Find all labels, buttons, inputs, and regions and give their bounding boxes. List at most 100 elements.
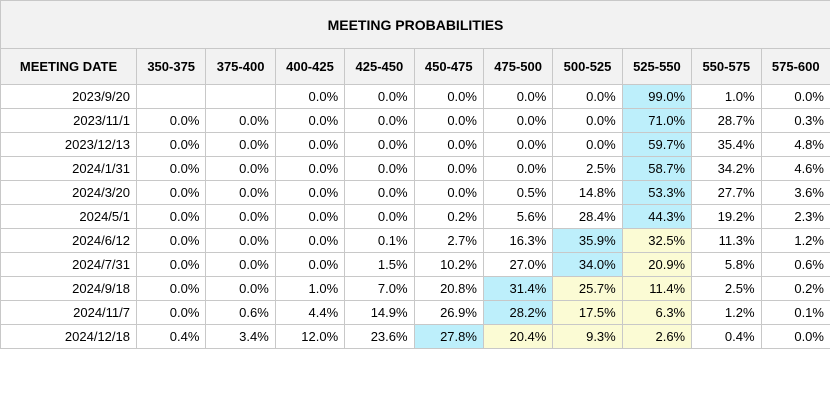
probability-cell: 0.0% [274, 252, 346, 277]
probability-cell: 9.3% [552, 324, 623, 349]
probability-cell: 11.4% [621, 276, 693, 301]
table-title: MEETING PROBABILITIES [0, 0, 830, 49]
meeting-date-cell: 2024/7/31 [0, 252, 137, 277]
probability-cell: 0.1% [760, 300, 830, 325]
table-row: 2023/11/1 0.0% 0.0% 0.0% 0.0% 0.0% 0.0% 0.0% 71.… [0, 108, 830, 133]
probability-cell: 2.7% [413, 228, 484, 253]
probability-cell: 0.0% [413, 84, 484, 109]
meeting-date-cell: 2023/12/13 [0, 132, 137, 157]
probability-cell: 0.0% [205, 228, 276, 253]
column-header-meeting-date: MEETING DATE [0, 48, 137, 85]
probability-cell: 0.2% [413, 204, 484, 229]
probability-cell: 17.5% [552, 300, 623, 325]
probability-cell: 27.7% [691, 180, 762, 205]
probability-cell: 0.0% [413, 156, 484, 181]
probability-cell: 20.4% [482, 324, 554, 349]
probability-cell: 2.3% [760, 204, 830, 229]
table-row: 2024/5/1 0.0% 0.0% 0.0% 0.0% 0.2% 5.6% 28.4% 44.… [0, 204, 830, 229]
probability-cell: 0.0% [274, 228, 346, 253]
meeting-date-cell: 2024/5/1 [0, 204, 137, 229]
probability-cell: 0.6% [205, 300, 276, 325]
probability-cell: 0.0% [482, 132, 554, 157]
column-header-475-500: 475-500 [482, 48, 554, 85]
probability-cell: 0.0% [135, 180, 207, 205]
probability-cell: 27.8% [413, 324, 484, 349]
probability-cell: 0.0% [344, 108, 415, 133]
probability-cell: 14.9% [344, 300, 415, 325]
table-row: 2024/9/18 0.0% 0.0% 1.0% 7.0% 20.8% 31.4% 25.7%… [0, 276, 830, 301]
probability-cell: 0.0% [135, 156, 207, 181]
probability-cell: 0.0% [482, 84, 554, 109]
probability-cell: 2.6% [621, 324, 693, 349]
probability-cell: 11.3% [691, 228, 762, 253]
probability-cell: 0.0% [205, 156, 276, 181]
meeting-date-cell: 2024/12/18 [0, 324, 137, 349]
probability-cell: 16.3% [482, 228, 554, 253]
column-header-375-400: 375-400 [205, 48, 276, 85]
table-row: 2024/11/7 0.0% 0.6% 4.4% 14.9% 26.9% 28.2% 17.5… [0, 300, 830, 325]
probability-cell: 0.0% [552, 84, 623, 109]
probability-cell: 99.0% [621, 84, 693, 109]
column-header-525-550: 525-550 [621, 48, 693, 85]
probability-cell: 0.0% [482, 156, 554, 181]
probability-cell: 53.3% [621, 180, 693, 205]
probability-cell: 2.5% [552, 156, 623, 181]
probability-cell: 0.0% [135, 252, 207, 277]
probability-cell: 5.6% [482, 204, 554, 229]
probability-cell: 0.0% [274, 180, 346, 205]
probability-cell: 35.9% [552, 228, 623, 253]
probability-cell: 7.0% [344, 276, 415, 301]
probability-cell: 1.2% [760, 228, 830, 253]
probability-cell: 23.6% [344, 324, 415, 349]
probability-cell: 1.2% [691, 300, 762, 325]
table-row: 2024/3/20 0.0% 0.0% 0.0% 0.0% 0.0% 0.5% 14.8% 53… [0, 180, 830, 205]
probability-cell: 25.7% [552, 276, 623, 301]
probability-cell: 59.7% [621, 132, 693, 157]
probability-cell: 0.0% [205, 252, 276, 277]
probability-cell: 0.0% [205, 108, 276, 133]
column-header-500-525: 500-525 [552, 48, 623, 85]
probability-cell: 4.8% [760, 132, 830, 157]
column-header-450-475: 450-475 [413, 48, 484, 85]
meeting-date-cell: 2024/6/12 [0, 228, 137, 253]
probability-cell: 0.0% [344, 180, 415, 205]
probability-cell: 35.4% [691, 132, 762, 157]
table-row: 2023/12/13 0.0% 0.0% 0.0% 0.0% 0.0% 0.0% 0.0% 59… [0, 132, 830, 157]
probability-cell: 28.7% [691, 108, 762, 133]
probability-cell: 34.0% [552, 252, 623, 277]
column-header-425-450: 425-450 [344, 48, 415, 85]
probability-cell: 0.0% [760, 84, 830, 109]
table-body: 2023/9/20 0.0% 0.0% 0.0% 0.0% 0.0% 99.0% 1.0% 0.… [0, 84, 830, 349]
probability-cell: 0.0% [344, 84, 415, 109]
probability-cell: 0.0% [413, 180, 484, 205]
meeting-date-cell: 2023/9/20 [0, 84, 137, 109]
probability-cell: 0.0% [344, 204, 415, 229]
probability-cell: 71.0% [621, 108, 693, 133]
probability-cell: 0.0% [413, 108, 484, 133]
probability-cell: 0.4% [135, 324, 207, 349]
probability-cell: 0.3% [760, 108, 830, 133]
probability-cell: 0.0% [274, 108, 346, 133]
probability-cell: 0.0% [552, 132, 623, 157]
meeting-probabilities-table: MEETING PROBABILITIES MEETING DATE 350-3… [0, 0, 830, 349]
probability-cell: 0.0% [413, 132, 484, 157]
table-row: 2024/6/12 0.0% 0.0% 0.0% 0.1% 2.7% 16.3% 35.9% 3… [0, 228, 830, 253]
probability-cell: 0.0% [205, 204, 276, 229]
column-header-400-425: 400-425 [274, 48, 346, 85]
probability-cell: 20.9% [621, 252, 693, 277]
probability-cell: 5.8% [691, 252, 762, 277]
probability-cell: 0.0% [205, 132, 276, 157]
probability-cell: 0.0% [135, 276, 207, 301]
meeting-date-cell: 2024/9/18 [0, 276, 137, 301]
probability-cell: 34.2% [691, 156, 762, 181]
probability-cell: 0.0% [135, 204, 207, 229]
probability-cell: 0.2% [760, 276, 830, 301]
meeting-date-cell: 2024/3/20 [0, 180, 137, 205]
meeting-date-cell: 2024/1/31 [0, 156, 137, 181]
probability-cell: 0.0% [135, 228, 207, 253]
probability-cell [135, 84, 207, 109]
probability-cell: 20.8% [413, 276, 484, 301]
table-row: 2024/12/18 0.4% 3.4% 12.0% 23.6% 27.8% 20.4% 9.… [0, 324, 830, 349]
probability-cell: 1.5% [344, 252, 415, 277]
probability-cell: 28.4% [552, 204, 623, 229]
